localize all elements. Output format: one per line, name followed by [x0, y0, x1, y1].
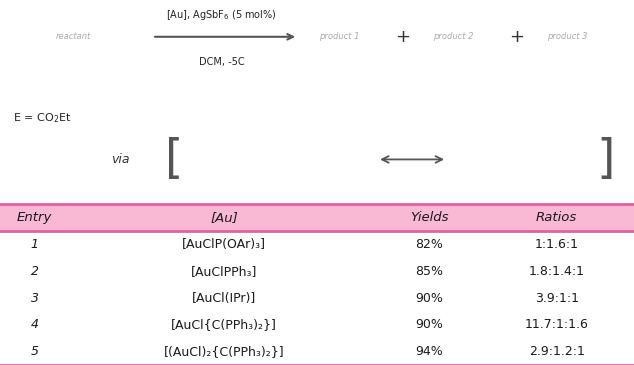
Text: 1.8:1.4:1: 1.8:1.4:1: [529, 265, 585, 278]
Text: 82%: 82%: [415, 238, 443, 251]
Text: 3: 3: [31, 292, 39, 304]
Text: DCM, -5C: DCM, -5C: [199, 57, 245, 67]
Text: [Au], AgSbF$_6$ (5 mol%): [Au], AgSbF$_6$ (5 mol%): [167, 8, 277, 22]
Text: 11.7:1:1.6: 11.7:1:1.6: [525, 318, 588, 331]
Text: 2: 2: [31, 265, 39, 278]
Text: Ratios: Ratios: [536, 211, 578, 224]
Text: product 3: product 3: [547, 32, 588, 41]
Text: 1:1.6:1: 1:1.6:1: [534, 238, 579, 251]
Text: [AuCl{C(PPh₃)₂}]: [AuCl{C(PPh₃)₂}]: [171, 318, 277, 331]
Text: E = CO$_2$Et: E = CO$_2$Et: [13, 112, 71, 126]
Text: product 2: product 2: [433, 32, 474, 41]
Text: Entry: Entry: [17, 211, 53, 224]
Text: [AuClP(OAr)₃]: [AuClP(OAr)₃]: [182, 238, 266, 251]
Text: [AuClPPh₃]: [AuClPPh₃]: [191, 265, 257, 278]
Text: [(AuCl)₂{C(PPh₃)₂}]: [(AuCl)₂{C(PPh₃)₂}]: [164, 345, 285, 358]
Bar: [0, 204, 634, 231]
Text: reactant: reactant: [55, 32, 91, 41]
Text: 85%: 85%: [415, 265, 443, 278]
Text: 90%: 90%: [415, 318, 443, 331]
Text: 5: 5: [31, 345, 39, 358]
Text: 1: 1: [31, 238, 39, 251]
Text: ]: ]: [597, 137, 614, 182]
Text: Yields: Yields: [410, 211, 448, 224]
Text: +: +: [509, 28, 524, 46]
Text: 94%: 94%: [415, 345, 443, 358]
Text: [AuCl(IPr)]: [AuCl(IPr)]: [192, 292, 256, 304]
Text: +: +: [395, 28, 410, 46]
Text: 4: 4: [31, 318, 39, 331]
Text: via: via: [111, 153, 130, 166]
Text: [: [: [165, 137, 183, 182]
Text: 2.9:1.2:1: 2.9:1.2:1: [529, 345, 585, 358]
Text: [Au]: [Au]: [210, 211, 238, 224]
Text: 90%: 90%: [415, 292, 443, 304]
Text: product 1: product 1: [319, 32, 359, 41]
Text: 3.9:1:1: 3.9:1:1: [534, 292, 579, 304]
